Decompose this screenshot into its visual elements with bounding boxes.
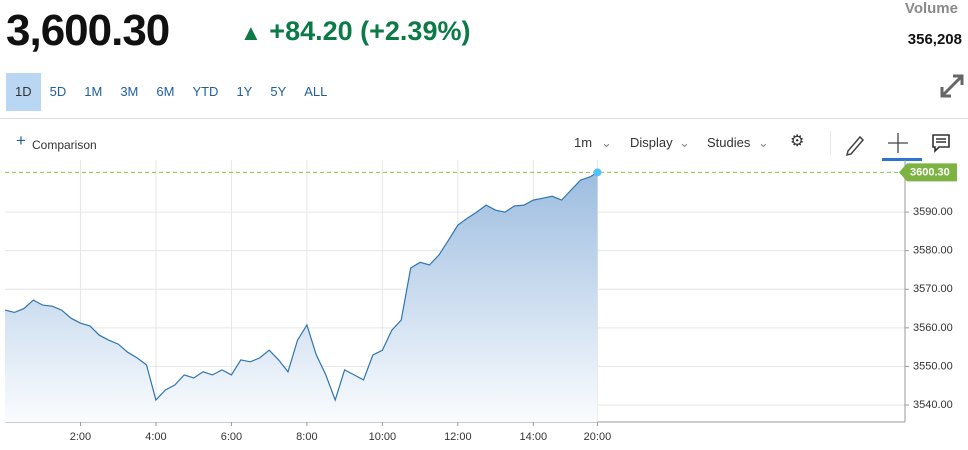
plus-icon: + <box>16 131 26 150</box>
change: ▲ +84.20 (+2.39%) <box>240 16 471 46</box>
y-tick-label: 3560.00 <box>913 322 953 334</box>
range-button[interactable]: 3M <box>120 84 139 99</box>
interval[interactable]: 1m <box>574 135 593 150</box>
x-tick-label: 14:00 <box>520 431 548 443</box>
range-button[interactable]: YTD <box>192 84 219 99</box>
x-tick-label: 8:00 <box>296 431 317 443</box>
area <box>5 172 598 422</box>
caret: ⌄ <box>758 135 769 150</box>
range-bar: 1D 5D 1M 3M 6M YTD 1Y 5Y ALL <box>6 73 336 111</box>
x-tick-label: 4:00 <box>145 431 166 443</box>
tool-icons <box>830 131 950 161</box>
range-button[interactable]: 6M <box>156 84 175 99</box>
price: 3,600.30 <box>6 6 170 55</box>
x-tick-label: 10:00 <box>369 431 397 443</box>
crosshair-icon[interactable] <box>888 133 908 153</box>
expand-icon[interactable] <box>938 72 966 100</box>
range-button[interactable]: 1M <box>84 84 103 99</box>
change-value: +84.20 <box>269 16 353 46</box>
change-pct: (+2.39%) <box>360 16 471 46</box>
gear-icon[interactable]: ⚙ <box>790 133 805 150</box>
volume-label: Volume <box>904 0 958 17</box>
range-button[interactable]: 5Y <box>270 84 287 99</box>
y-tick-label: 3580.00 <box>913 245 953 257</box>
x-tick-label: 6:00 <box>221 431 242 443</box>
x-tick-label: 2:00 <box>70 431 91 443</box>
volume: 356,208 <box>907 31 962 48</box>
last-point <box>593 168 602 177</box>
y-tick-label: 3540.00 <box>913 399 953 411</box>
range-button[interactable]: 5D <box>49 84 67 99</box>
y-tick-label: 3550.00 <box>913 360 953 372</box>
line <box>4 171 598 402</box>
active-underline <box>882 158 922 161</box>
studies[interactable]: Studies <box>707 135 751 150</box>
y-tick-label: 3590.00 <box>913 206 953 218</box>
range-button[interactable]: 1Y <box>236 84 253 99</box>
x-tick-label: 20:00 <box>584 431 612 443</box>
last-price-tag <box>899 163 957 182</box>
caret: ⌄ <box>679 135 690 150</box>
x-tick-label: 12:00 <box>444 431 472 443</box>
caret: ⌄ <box>601 135 612 150</box>
toolbar: + Comparison 1m ⌄ Display ⌄ Studies ⌄ ⚙ <box>0 118 968 161</box>
range-button[interactable]: 1D <box>6 73 41 111</box>
y-tick-label: 3570.00 <box>913 283 953 295</box>
comparison[interactable]: Comparison <box>32 138 97 152</box>
display[interactable]: Display <box>630 135 673 150</box>
last-price-label: 3600.30 <box>910 166 950 178</box>
pencil-icon[interactable] <box>845 135 865 157</box>
range-button[interactable]: ALL <box>304 84 328 99</box>
comment-icon[interactable] <box>932 134 950 153</box>
